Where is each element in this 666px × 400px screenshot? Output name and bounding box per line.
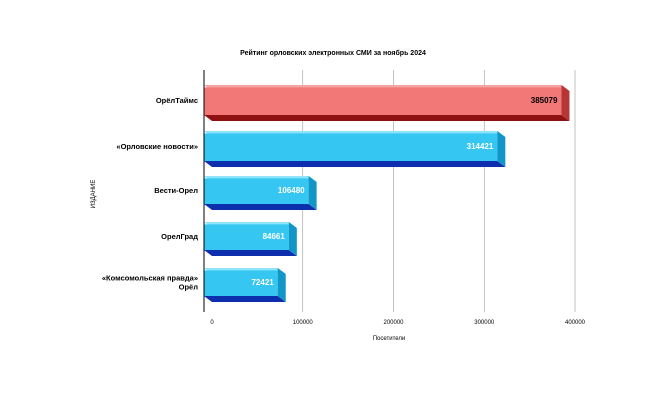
data-label: 84661 [263, 232, 286, 241]
category-label: «Орловские новости» [116, 142, 198, 151]
bar-front [204, 133, 498, 161]
bar-bottom [204, 250, 297, 256]
category-label: ОрелГрад [161, 232, 198, 241]
bar: 385079 [204, 85, 570, 121]
bar-front [204, 270, 278, 296]
x-tick-label: 0 [210, 320, 214, 326]
x-tick-label: 400000 [565, 320, 586, 326]
category-label: Вести-Орел [154, 186, 198, 195]
x-axis-title: Посетители [373, 336, 406, 342]
bar-side [308, 176, 317, 210]
data-label: 72421 [251, 278, 274, 287]
bar-bottom [204, 204, 317, 210]
bar-front [204, 224, 289, 250]
data-label: 314421 [467, 142, 494, 151]
bar-side [277, 268, 286, 302]
category-label: «Комсомольская правда» Орёл [102, 274, 198, 292]
bar-bottom [204, 115, 570, 121]
data-label: 385079 [531, 96, 558, 105]
x-tick-label: 300000 [474, 320, 495, 326]
bar: 314421 [204, 131, 506, 167]
bar-bottom [204, 161, 506, 167]
bar: 84661 [204, 222, 297, 256]
y-axis-title: ИЗДАНИЕ [91, 180, 97, 209]
bar: 106480 [204, 176, 317, 210]
bar-bottom [204, 296, 286, 302]
x-tick-label: 200000 [383, 320, 404, 326]
bar-side [497, 131, 506, 167]
data-label: 106480 [278, 186, 305, 195]
category-label: ОрёлТаймс [156, 96, 198, 105]
x-tick-label: 100000 [293, 320, 314, 326]
bar-side [288, 222, 297, 256]
bar-front [204, 178, 309, 204]
bar: 72421 [204, 268, 286, 302]
chart-title: Рейтинг орловских электронных СМИ за ноя… [240, 49, 426, 57]
bar-front [204, 87, 562, 115]
bar-side [561, 85, 570, 121]
